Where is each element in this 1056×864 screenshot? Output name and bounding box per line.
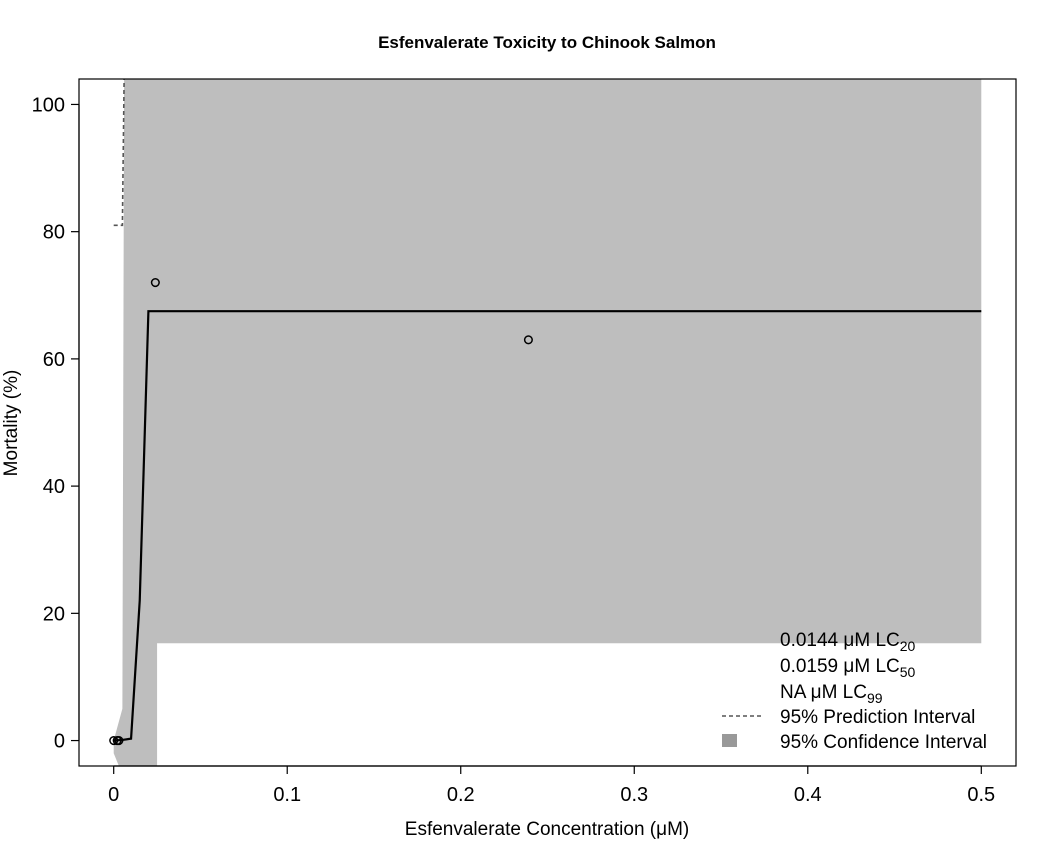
x-tick-label: 0.1 <box>273 784 301 806</box>
x-tick-label: 0.2 <box>447 784 475 806</box>
lc-label: NA μM LC99 <box>780 682 883 706</box>
y-tick-label: 40 <box>43 476 65 498</box>
x-tick-label: 0.4 <box>794 784 822 806</box>
chart-title: Esfenvalerate Toxicity to Chinook Salmon <box>378 33 716 52</box>
legend-confidence-swatch <box>722 734 737 747</box>
point-layer <box>109 278 533 746</box>
fit-curve <box>113 310 982 742</box>
curve-layer <box>113 78 982 742</box>
data-point <box>523 335 533 345</box>
x-axis-label: Esfenvalerate Concentration (μM) <box>405 819 689 840</box>
y-tick-label: 80 <box>43 222 65 244</box>
y-tick-label: 60 <box>43 349 65 371</box>
y-axis: 0 20 40 60 80 100 <box>32 94 80 753</box>
data-point <box>109 736 119 746</box>
lc-label: 0.0159 μM LC50 <box>780 656 916 680</box>
x-tick-label: 0.3 <box>620 784 648 806</box>
y-tick-label: 100 <box>32 94 65 116</box>
y-tick-label: 20 <box>43 603 65 625</box>
confidence-band <box>113 79 982 766</box>
x-tick-label: 0 <box>108 784 119 806</box>
data-point <box>114 736 124 746</box>
legend-prediction-label: 95% Prediction Interval <box>780 707 975 728</box>
y-tick-label: 0 <box>54 731 65 753</box>
lc-label: 0.0144 μM LC20 <box>780 630 916 654</box>
y-axis-label: Mortality (%) <box>1 370 22 477</box>
data-point <box>150 278 160 288</box>
legend-confidence-label: 95% Confidence Interval <box>780 732 987 753</box>
prediction-interval-line <box>113 78 125 227</box>
x-axis: 0 0.1 0.2 0.3 0.4 0.5 <box>108 765 995 806</box>
x-tick-label: 0.5 <box>967 784 995 806</box>
confidence-band-layer <box>113 79 982 766</box>
